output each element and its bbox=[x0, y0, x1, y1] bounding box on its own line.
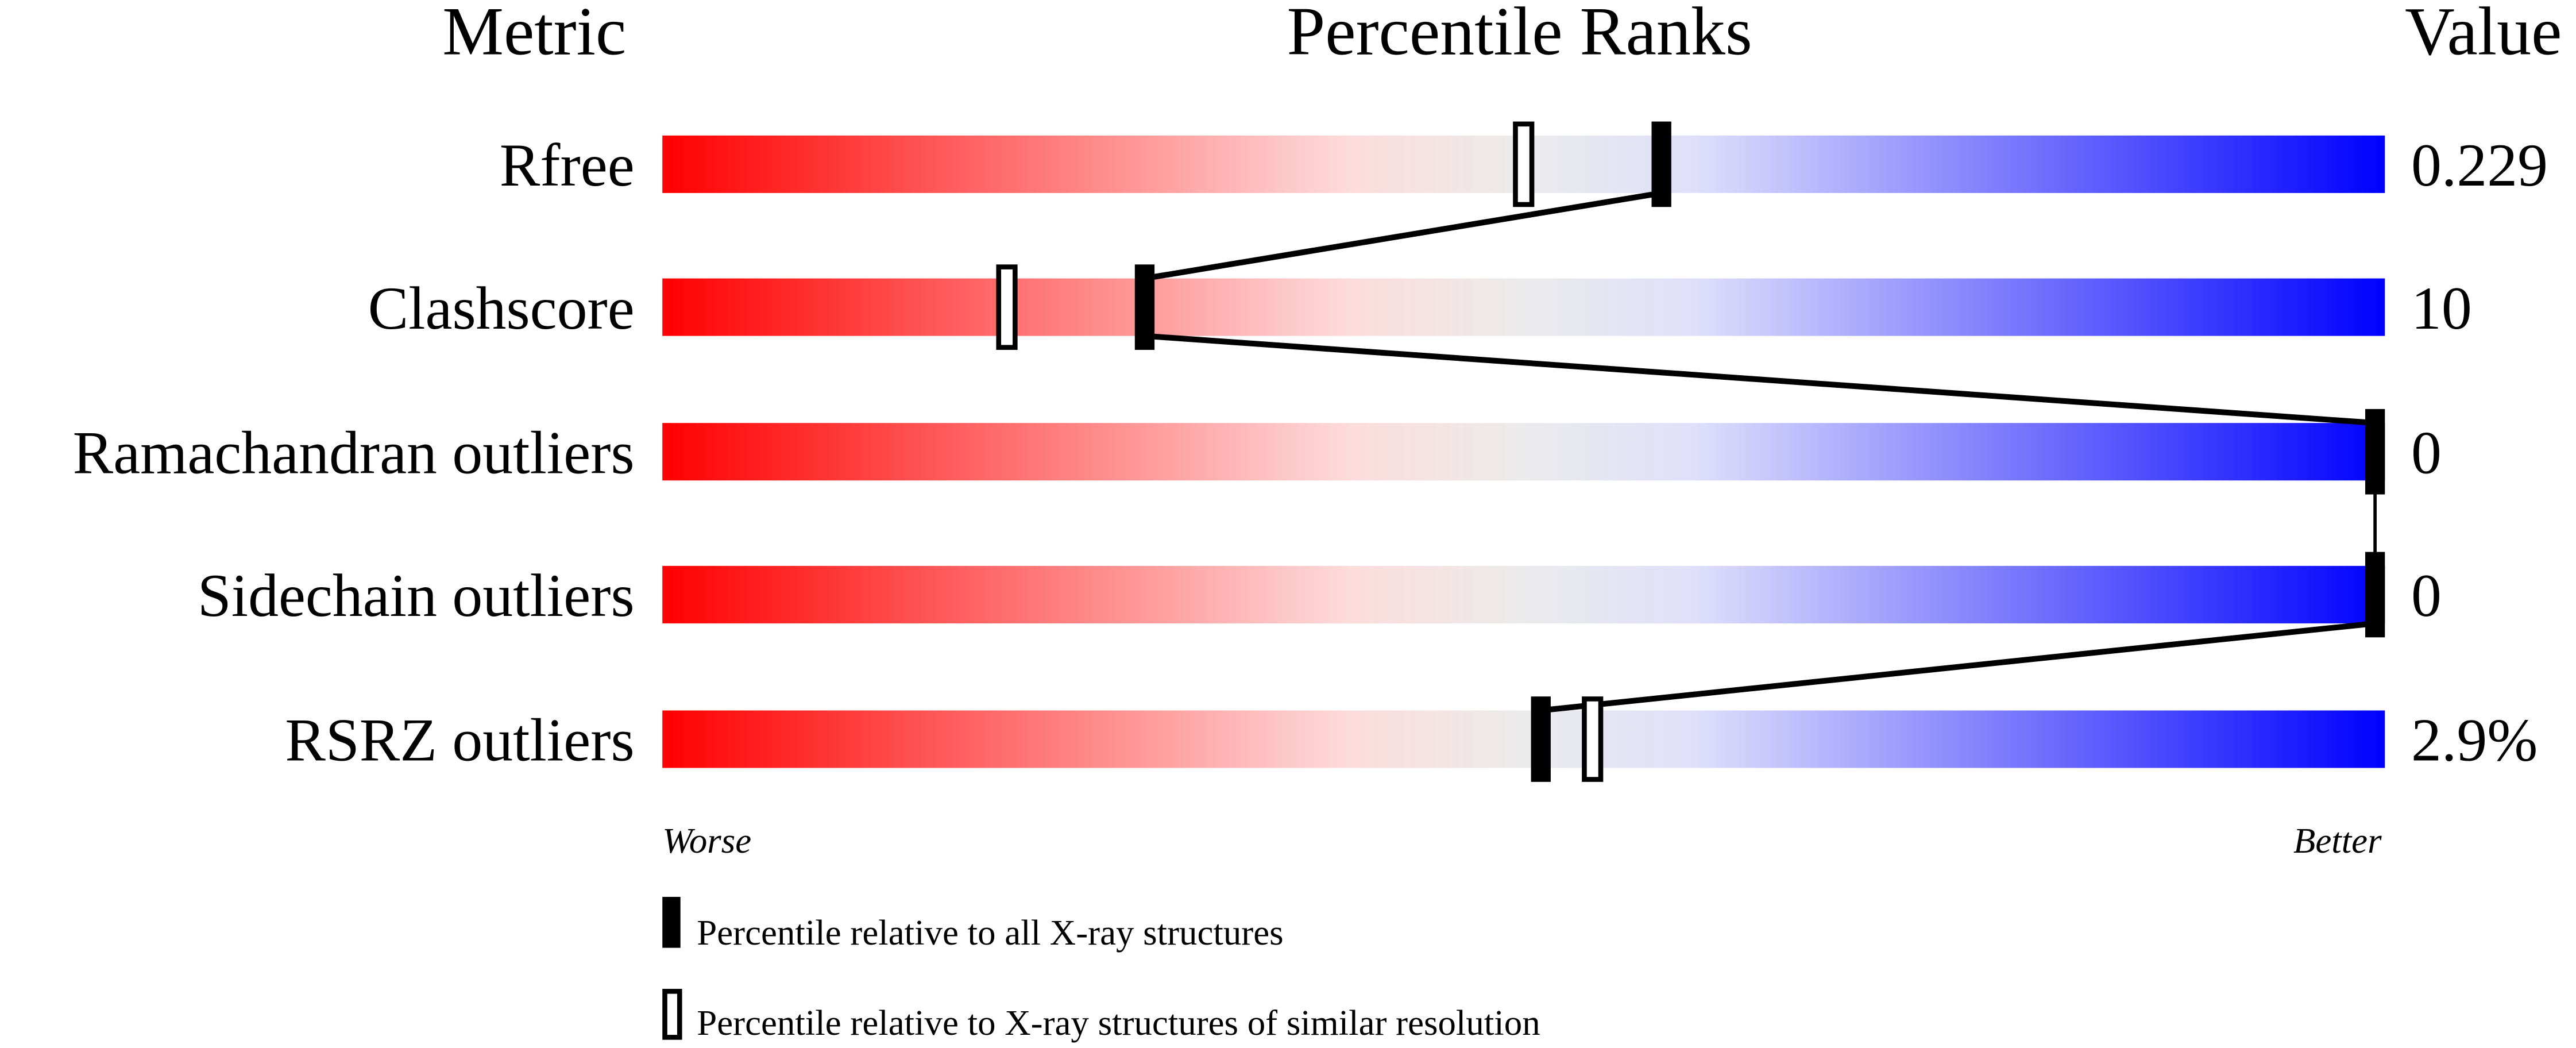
marker-similar-resolution bbox=[1582, 696, 1604, 782]
axis-label-worse: Worse bbox=[662, 820, 751, 861]
percentile-bar bbox=[662, 423, 2385, 481]
legend-hollow-marker bbox=[662, 989, 682, 1040]
marker-similar-resolution bbox=[996, 264, 1018, 350]
marker-all-structures bbox=[1134, 264, 1155, 350]
header-metric: Metric bbox=[442, 0, 626, 69]
metric-label: Clashscore bbox=[368, 275, 635, 342]
metric-value: 0.229 bbox=[2411, 132, 2548, 199]
metric-label: Ramachandran outliers bbox=[73, 419, 635, 486]
marker-similar-resolution bbox=[1513, 121, 1535, 207]
legend-hollow-label: Percentile relative to X-ray structures … bbox=[697, 1003, 1540, 1043]
header-value: Value bbox=[2405, 0, 2562, 69]
metric-value: 0 bbox=[2411, 419, 2442, 486]
axis-label-better: Better bbox=[2293, 820, 2382, 861]
marker-all-structures bbox=[1531, 696, 1551, 782]
connector-line bbox=[1540, 620, 2376, 714]
percentile-bar bbox=[662, 278, 2385, 336]
marker-all-structures bbox=[2365, 409, 2385, 495]
metric-value: 10 bbox=[2411, 275, 2472, 342]
header-percentile-ranks: Percentile Ranks bbox=[1287, 0, 1752, 69]
connector-line bbox=[1144, 190, 1662, 282]
metric-value: 0 bbox=[2411, 562, 2442, 629]
percentile-bar bbox=[662, 710, 2385, 768]
metric-label: Sidechain outliers bbox=[198, 562, 635, 629]
percentile-bar bbox=[662, 565, 2385, 623]
legend-filled-marker bbox=[662, 896, 681, 948]
marker-all-structures bbox=[2365, 552, 2385, 638]
marker-all-structures bbox=[1651, 121, 1671, 207]
metric-label: RSRZ outliers bbox=[285, 707, 634, 774]
metric-label: Rfree bbox=[500, 132, 635, 199]
connector-line bbox=[1144, 333, 2376, 426]
legend-filled-label: Percentile relative to all X-ray structu… bbox=[697, 912, 1283, 953]
metric-value: 2.9% bbox=[2411, 707, 2538, 774]
